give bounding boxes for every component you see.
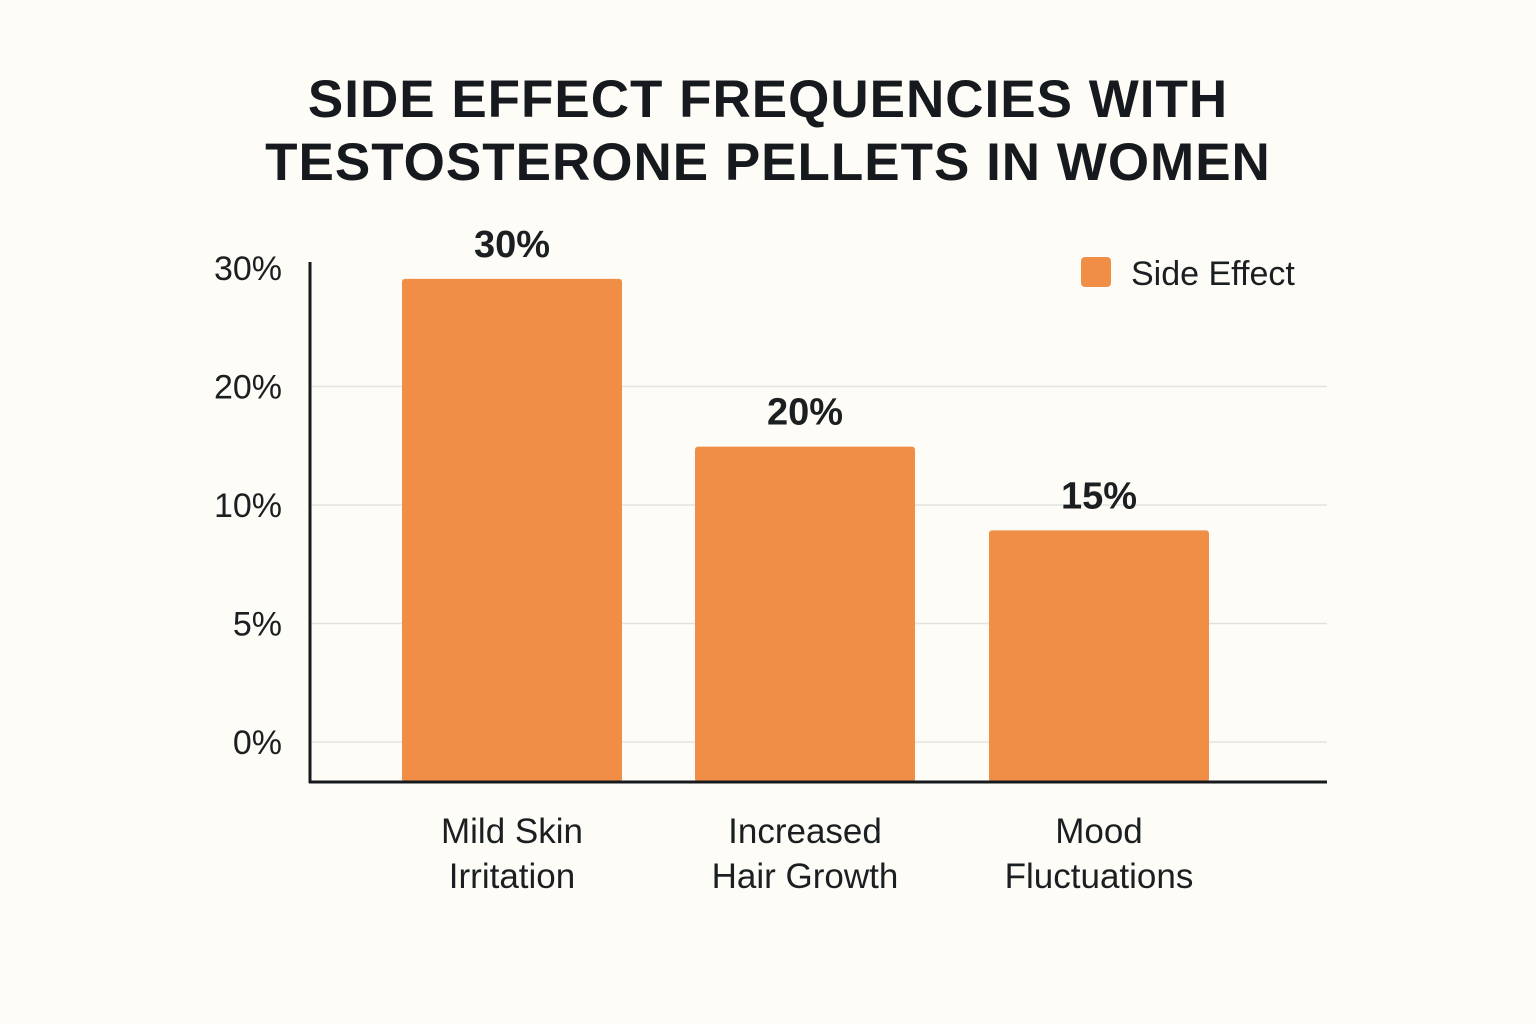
bar xyxy=(989,530,1209,782)
legend-label: Side Effect xyxy=(1131,255,1295,293)
legend-swatch xyxy=(1081,257,1111,287)
x-category-label: Fluctuations xyxy=(1005,857,1194,896)
x-category-label: Increased xyxy=(728,812,882,851)
y-tick-label: 30% xyxy=(214,250,282,288)
x-category-label: Hair Growth xyxy=(712,857,899,896)
chart-title: SIDE EFFECT FREQUENCIES WITH TESTOSTERON… xyxy=(0,68,1536,194)
y-tick-label: 5% xyxy=(233,606,282,644)
y-tick-label: 0% xyxy=(233,724,282,762)
y-tick-label: 10% xyxy=(214,487,282,525)
y-tick-label: 20% xyxy=(214,369,282,407)
bar-value-label: 20% xyxy=(767,392,843,434)
x-category-label: Mild Skin xyxy=(441,812,583,851)
x-category-label: Mood xyxy=(1055,812,1143,851)
chart-title-line-1: SIDE EFFECT FREQUENCIES WITH xyxy=(307,70,1229,129)
bar xyxy=(695,446,915,782)
bar xyxy=(402,278,622,782)
bar-value-label: 15% xyxy=(1061,475,1137,517)
bar-value-label: 30% xyxy=(474,224,550,266)
chart-title-line-2: TESTOSTERONE PELLETS IN WOMEN xyxy=(265,133,1271,192)
x-category-label: Irritation xyxy=(449,857,575,896)
